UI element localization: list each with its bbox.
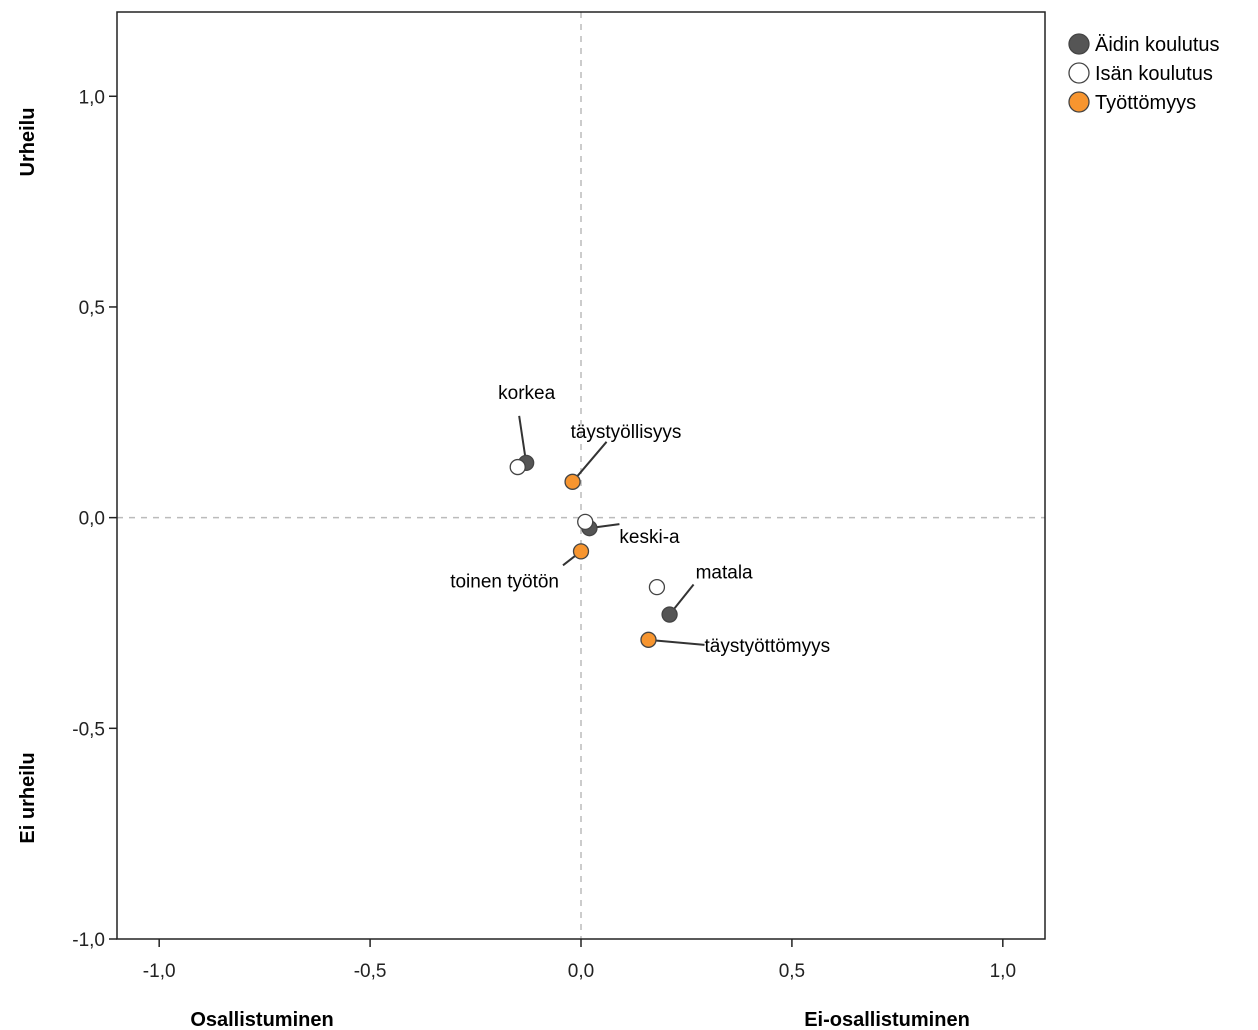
point-annotations: korkea keski-a matala täystyöllisyys toinen …	[450, 383, 830, 657]
data-point	[572, 543, 590, 560]
data-points	[509, 454, 678, 648]
data-point	[509, 458, 526, 476]
y-tick-label: 1,0	[79, 87, 105, 108]
x-tick-label: 1,0	[990, 961, 1016, 982]
legend-swatch	[1068, 62, 1090, 84]
data-point	[648, 579, 666, 596]
legend: Äidin koulutus Isän koulutus Työttömyys	[1068, 33, 1220, 114]
data-point	[564, 473, 581, 490]
point-label: toinen työtön	[450, 571, 559, 592]
legend-label: Isän koulutus	[1095, 63, 1213, 85]
y-axis-title-bottom: Ei urheilu	[17, 752, 39, 843]
legend-swatch	[1068, 91, 1090, 113]
reference-lines	[117, 12, 1045, 939]
data-point	[640, 631, 657, 648]
axis-ticks: -1,0 -0,5 0,0 0,5 1,0 -1,0 -0,5 0,0 0,5 1,0	[72, 87, 1016, 982]
x-axis-title-left: Osallistuminen	[190, 1009, 333, 1030]
y-tick-label: -1,0	[72, 930, 105, 951]
point-label: korkea	[498, 383, 555, 404]
x-tick-label: 0,5	[779, 961, 805, 982]
x-axis-title-right: Ei-osallistuminen	[804, 1009, 970, 1030]
point-leader-line	[571, 441, 608, 483]
y-tick-label: 0,5	[79, 298, 105, 319]
y-axis-title-top: Urheilu	[17, 108, 39, 177]
legend-label: Työttömyys	[1095, 92, 1196, 114]
x-tick-label: 0,0	[568, 961, 594, 982]
x-tick-label: -1,0	[143, 961, 176, 982]
point-leader-line	[648, 638, 705, 646]
point-label: matala	[696, 563, 753, 584]
x-tick-label: -0,5	[354, 961, 387, 982]
point-label: täystyöttömyys	[704, 636, 830, 657]
point-label: keski-a	[619, 527, 680, 548]
y-tick-label: -0,5	[72, 719, 105, 740]
data-point	[661, 606, 678, 623]
point-label: täystyöllisyys	[571, 422, 682, 443]
plot-frame	[116, 11, 1046, 940]
legend-swatch	[1068, 33, 1090, 55]
data-point	[577, 513, 594, 530]
legend-label: Äidin koulutus	[1095, 34, 1220, 56]
y-tick-label: 0,0	[79, 509, 105, 530]
